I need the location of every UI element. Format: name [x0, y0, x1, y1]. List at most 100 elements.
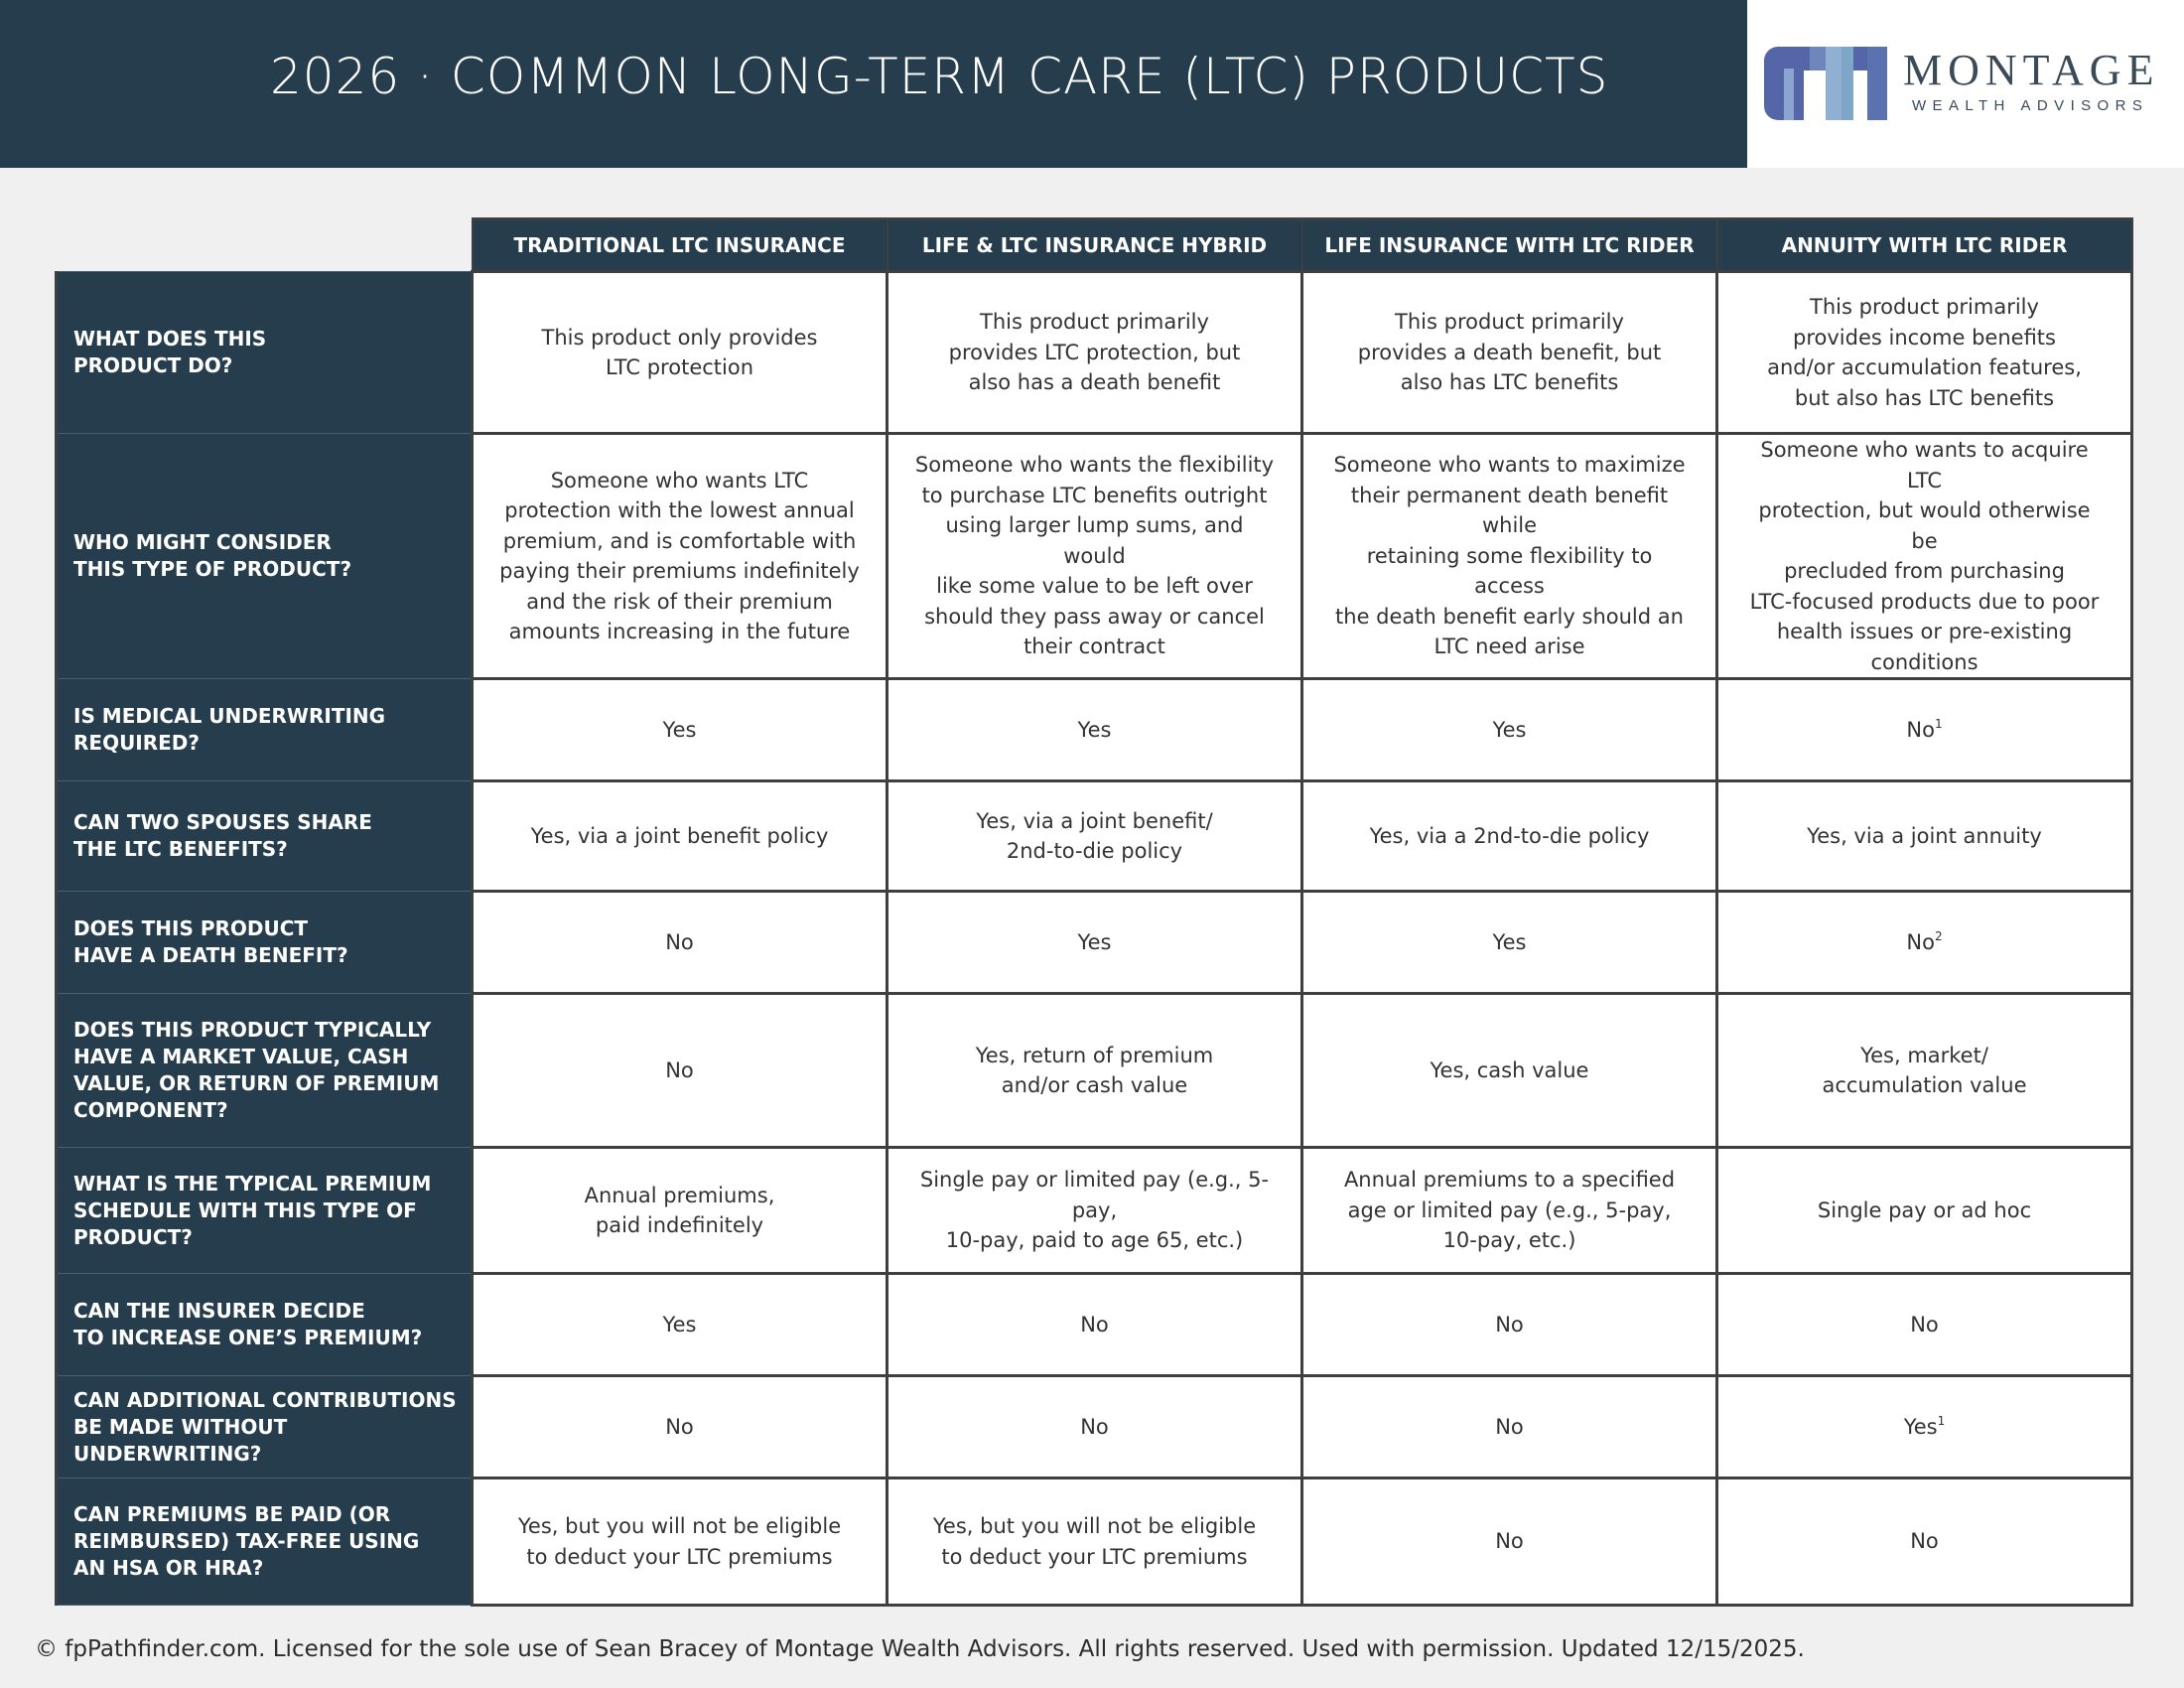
cell-text: No	[665, 1057, 694, 1082]
cell-insurer-increase-traditional-ltc: Yes	[471, 1272, 888, 1377]
row-header-insurer-increase: CAN THE INSURER DECIDE TO INCREASE ONE’S…	[55, 1273, 474, 1376]
row-header-spouses-share: CAN TWO SPOUSES SHARE THE LTC BENEFITS?	[55, 780, 474, 892]
logo: MONTAGE WEALTH ADVISORS	[1747, 0, 2184, 168]
cell-who-might-consider-life-ltc-hybrid: Someone who wants the flexibility to pur…	[886, 432, 1303, 680]
cell-text: Someone who wants to acquire LTC protect…	[1749, 438, 2100, 674]
row-header-additional-contributions: CAN ADDITIONAL CONTRIBUTIONS BE MADE WIT…	[55, 1375, 474, 1478]
cell-text: No	[1080, 1414, 1109, 1439]
cell-insurer-increase-life-ltc-rider: No	[1300, 1272, 1718, 1377]
table-row: IS MEDICAL UNDERWRITING REQUIRED? Yes Yes Y…	[55, 677, 2133, 782]
cell-text: Yes, via a joint annuity	[1807, 823, 2042, 848]
cell-text: Someone who wants LTC protection with th…	[499, 468, 860, 644]
cell-hsa-hra-life-ltc-hybrid: Yes, but you will not be eligible to ded…	[886, 1477, 1303, 1607]
cell-hsa-hra-life-ltc-rider: No	[1300, 1477, 1718, 1607]
cell-text: This product primarily provides a death …	[1357, 310, 1662, 395]
cell-who-might-consider-life-ltc-rider: Someone who wants to maximize their perm…	[1300, 432, 1718, 680]
row-header-market-cash-value: DOES THIS PRODUCT TYPICALLY HAVE A MARKE…	[55, 993, 474, 1148]
cell-additional-contributions-life-ltc-hybrid: No	[886, 1374, 1303, 1479]
footnote-marker: 1	[1937, 1413, 1946, 1428]
cell-text: Yes	[1903, 1414, 1938, 1439]
cell-market-cash-value-life-ltc-hybrid: Yes, return of premium and/or cash value	[886, 992, 1303, 1149]
montage-logo-mark	[1764, 47, 1887, 120]
cell-medical-underwriting-annuity-ltc-rider: No1	[1715, 677, 2133, 782]
cell-what-it-does-annuity-ltc-rider: This product primarily provides income b…	[1715, 270, 2133, 435]
cell-text: No	[1495, 1414, 1524, 1439]
cell-text: Annual premiums, paid indefinitely	[584, 1183, 775, 1238]
page-title: 2026 · COMMON LONG-TERM CARE (LTC) PRODU…	[270, 48, 1609, 105]
cell-market-cash-value-life-ltc-rider: Yes, cash value	[1300, 992, 1718, 1149]
cell-text: Yes	[1492, 929, 1527, 954]
cell-text: Yes, return of premium and/or cash value	[975, 1043, 1214, 1098]
cell-market-cash-value-traditional-ltc: No	[471, 992, 888, 1149]
cell-text: No	[1080, 1312, 1109, 1336]
table-row: CAN THE INSURER DECIDE TO INCREASE ONE’S…	[55, 1272, 2133, 1377]
row-header-hsa-hra: CAN PREMIUMS BE PAID (OR REIMBURSED) TAX…	[55, 1477, 474, 1606]
cell-death-benefit-annuity-ltc-rider: No2	[1715, 890, 2133, 995]
cell-premium-schedule-life-ltc-hybrid: Single pay or limited pay (e.g., 5-pay, …	[886, 1146, 1303, 1275]
cell-premium-schedule-traditional-ltc: Annual premiums, paid indefinitely	[471, 1146, 888, 1275]
cell-spouses-share-traditional-ltc: Yes, via a joint benefit policy	[471, 779, 888, 893]
table-row: CAN ADDITIONAL CONTRIBUTIONS BE MADE WIT…	[55, 1374, 2133, 1479]
cell-text: Yes, but you will not be eligible to ded…	[932, 1514, 1257, 1569]
table-header-row: TRADITIONAL LTC INSURANCE LIFE & LTC INS…	[57, 217, 2133, 273]
cell-insurer-increase-life-ltc-hybrid: No	[886, 1272, 1303, 1377]
cell-what-it-does-life-ltc-rider: This product primarily provides a death …	[1300, 270, 1718, 435]
cell-death-benefit-traditional-ltc: No	[471, 890, 888, 995]
cell-text: No	[1906, 717, 1935, 742]
column-header-life-ltc-hybrid: LIFE & LTC INSURANCE HYBRID	[886, 217, 1303, 273]
cell-text: Someone who wants to maximize their perm…	[1333, 453, 1686, 659]
table-row: DOES THIS PRODUCT HAVE A DEATH BENEFIT? N…	[55, 890, 2133, 995]
cell-additional-contributions-annuity-ltc-rider: Yes1	[1715, 1374, 2133, 1479]
cell-text: Someone who wants the flexibility to pur…	[914, 453, 1275, 659]
cell-text: Yes, via a joint benefit policy	[530, 823, 829, 848]
row-header-death-benefit: DOES THIS PRODUCT HAVE A DEATH BENEFIT?	[55, 891, 474, 994]
cell-spouses-share-life-ltc-rider: Yes, via a 2nd-to-die policy	[1300, 779, 1718, 893]
cell-text: No	[1495, 1529, 1524, 1554]
table-row: WHAT IS THE TYPICAL PREMIUM SCHEDULE WIT…	[55, 1146, 2133, 1275]
table-row: WHO MIGHT CONSIDER THIS TYPE OF PRODUCT?…	[55, 432, 2133, 680]
cell-text: Yes, via a 2nd-to-die policy	[1369, 823, 1650, 848]
cell-text: Yes	[1077, 717, 1112, 742]
cell-who-might-consider-annuity-ltc-rider: Someone who wants to acquire LTC protect…	[1715, 432, 2133, 680]
cell-who-might-consider-traditional-ltc: Someone who wants LTC protection with th…	[471, 432, 888, 680]
logo-wordmark: MONTAGE	[1903, 46, 2160, 94]
cell-spouses-share-annuity-ltc-rider: Yes, via a joint annuity	[1715, 779, 2133, 893]
cell-spouses-share-life-ltc-hybrid: Yes, via a joint benefit/ 2nd-to-die pol…	[886, 779, 1303, 893]
cell-premium-schedule-annuity-ltc-rider: Single pay or ad hoc	[1715, 1146, 2133, 1275]
cell-text: Single pay or limited pay (e.g., 5-pay, …	[919, 1168, 1270, 1253]
table-row: DOES THIS PRODUCT TYPICALLY HAVE A MARKE…	[55, 992, 2133, 1149]
table-row: CAN PREMIUMS BE PAID (OR REIMBURSED) TAX…	[55, 1477, 2133, 1607]
cell-medical-underwriting-traditional-ltc: Yes	[471, 677, 888, 782]
cell-medical-underwriting-life-ltc-hybrid: Yes	[886, 677, 1303, 782]
cell-market-cash-value-annuity-ltc-rider: Yes, market/ accumulation value	[1715, 992, 2133, 1149]
cell-what-it-does-traditional-ltc: This product only provides LTC protectio…	[471, 270, 888, 435]
cell-insurer-increase-annuity-ltc-rider: No	[1715, 1272, 2133, 1377]
logo-subtitle: WEALTH ADVISORS	[1912, 97, 2149, 114]
cell-text: Yes	[662, 1312, 697, 1336]
cell-death-benefit-life-ltc-hybrid: Yes	[886, 890, 1303, 995]
cell-text: Yes, via a joint benefit/ 2nd-to-die pol…	[976, 808, 1213, 864]
row-header-who-might-consider: WHO MIGHT CONSIDER THIS TYPE OF PRODUCT?	[55, 433, 474, 679]
table-corner	[57, 219, 473, 272]
cell-text: No	[1910, 1312, 1939, 1336]
row-header-premium-schedule: WHAT IS THE TYPICAL PREMIUM SCHEDULE WIT…	[55, 1147, 474, 1274]
row-header-what-it-does: WHAT DOES THIS PRODUCT DO?	[55, 271, 474, 434]
cell-text: Yes	[1077, 929, 1112, 954]
cell-text: Single pay or ad hoc	[1817, 1197, 2032, 1222]
cell-text: No	[665, 929, 694, 954]
column-header-traditional-ltc: TRADITIONAL LTC INSURANCE	[471, 217, 888, 273]
column-header-life-ltc-rider: LIFE INSURANCE WITH LTC RIDER	[1300, 217, 1718, 273]
cell-hsa-hra-annuity-ltc-rider: No	[1715, 1477, 2133, 1607]
cell-text: This product only provides LTC protectio…	[541, 325, 818, 380]
cell-hsa-hra-traditional-ltc: Yes, but you will not be eligible to ded…	[471, 1477, 888, 1607]
cell-additional-contributions-traditional-ltc: No	[471, 1374, 888, 1479]
footnote-marker: 1	[1934, 716, 1943, 731]
cell-text: This product primarily provides income b…	[1767, 295, 2082, 410]
cell-text: No	[1910, 1529, 1939, 1554]
cell-premium-schedule-life-ltc-rider: Annual premiums to a specified age or li…	[1300, 1146, 1718, 1275]
cell-what-it-does-life-ltc-hybrid: This product primarily provides LTC prot…	[886, 270, 1303, 435]
cell-medical-underwriting-life-ltc-rider: Yes	[1300, 677, 1718, 782]
cell-text: Yes, but you will not be eligible to ded…	[517, 1514, 842, 1569]
cell-text: No	[665, 1414, 694, 1439]
cell-text: This product primarily provides LTC prot…	[948, 310, 1241, 395]
